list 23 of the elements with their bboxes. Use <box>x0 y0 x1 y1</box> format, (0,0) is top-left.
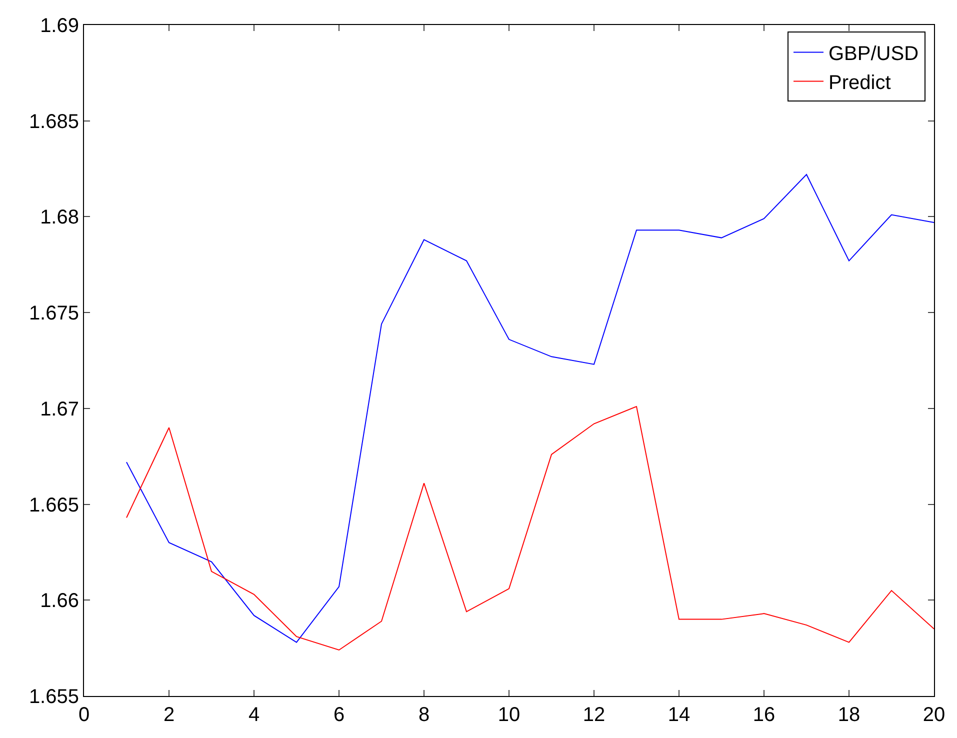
y-tick-label: 1.665 <box>28 494 79 516</box>
y-tick-label: 1.66 <box>40 590 79 612</box>
x-tick-label: 12 <box>582 704 606 726</box>
x-tick-label: 10 <box>498 704 520 726</box>
line-series <box>126 174 934 643</box>
x-tick-label: 2 <box>163 704 175 726</box>
y-tick-label: 1.675 <box>28 302 79 325</box>
y-tick-label: 1.67 <box>40 398 79 420</box>
line-series <box>126 406 934 650</box>
y-tick-label: 1.685 <box>28 110 79 133</box>
x-tick-label: 16 <box>752 704 776 726</box>
x-tick-label: 14 <box>668 704 690 726</box>
x-tick-label: 8 <box>418 704 430 726</box>
y-tick-label: 1.68 <box>40 206 79 229</box>
x-tick-label: 6 <box>333 704 345 726</box>
legend-label: Predict <box>828 72 892 94</box>
x-tick-label: 4 <box>248 704 260 726</box>
x-tick-label: 20 <box>922 704 946 726</box>
y-tick-label: 1.69 <box>40 15 79 37</box>
legend-label: GBP/USD <box>828 43 919 66</box>
y-tick-label: 1.655 <box>28 686 79 708</box>
x-tick-label: 0 <box>78 704 90 726</box>
x-tick-label: 18 <box>838 704 860 726</box>
